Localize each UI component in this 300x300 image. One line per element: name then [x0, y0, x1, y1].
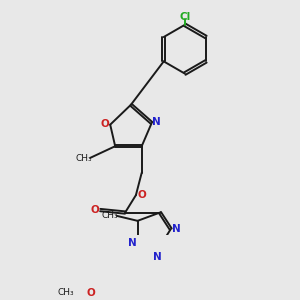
Text: N: N [152, 117, 161, 127]
Text: CH₃: CH₃ [102, 212, 118, 220]
Text: N: N [153, 252, 161, 262]
Text: Cl: Cl [179, 12, 190, 22]
Text: O: O [101, 119, 110, 129]
Text: CH₃: CH₃ [76, 154, 92, 163]
Text: CH₃: CH₃ [58, 288, 75, 297]
Text: N: N [172, 224, 181, 234]
Text: O: O [137, 190, 146, 200]
Text: O: O [90, 205, 99, 214]
Text: N: N [128, 238, 137, 248]
Text: O: O [87, 287, 95, 298]
